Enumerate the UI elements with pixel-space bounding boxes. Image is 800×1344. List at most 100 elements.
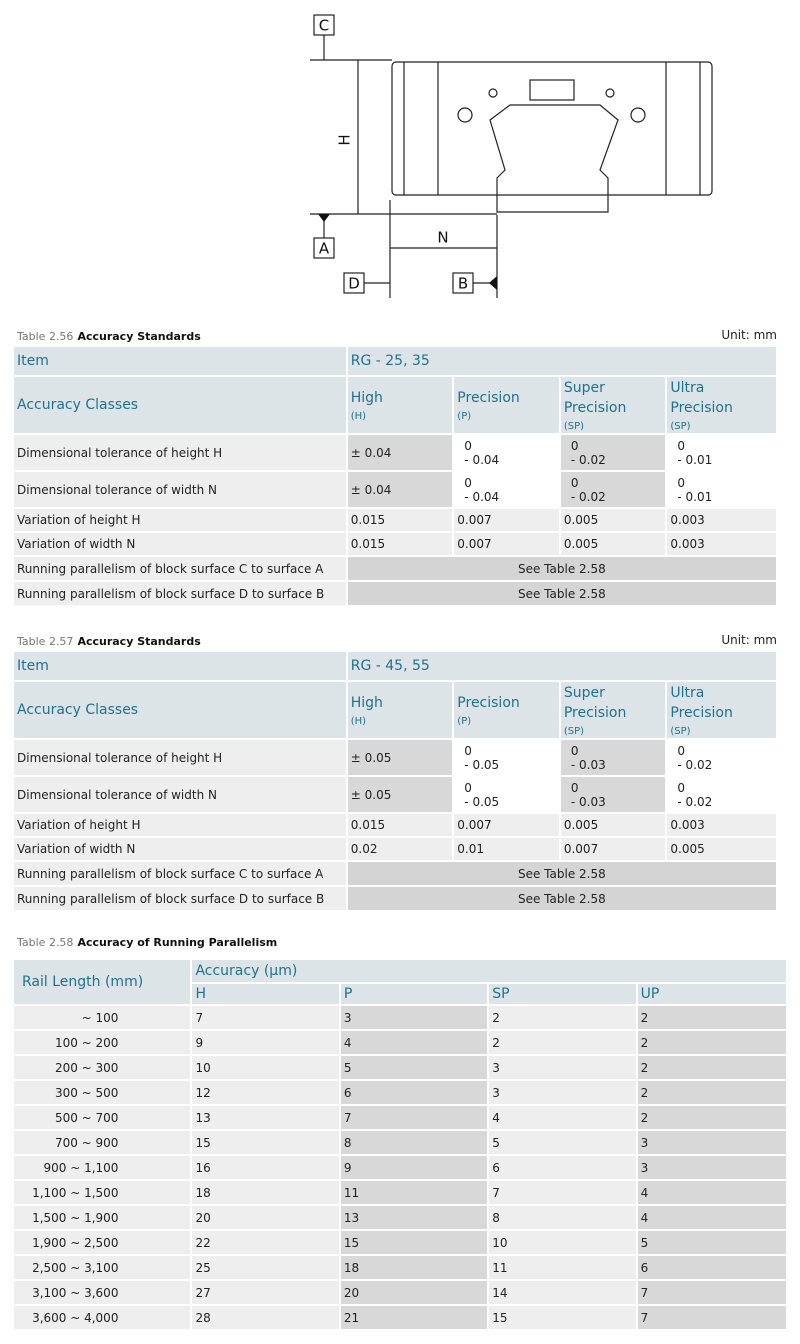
value-cell: 0- 0.05 bbox=[454, 740, 559, 775]
item-header: Item bbox=[14, 347, 346, 375]
value-line: 0 bbox=[464, 780, 472, 795]
row: 900 ~ 1,100 16 9 6 3 bbox=[14, 1156, 786, 1179]
accuracy-value: 15 bbox=[192, 1131, 339, 1154]
row-label: Variation of height H bbox=[14, 509, 346, 531]
value-line: - 0.05 bbox=[464, 794, 500, 809]
value-cell: 0.007 bbox=[560, 838, 666, 860]
class-name: Ultra bbox=[670, 685, 705, 701]
caption-number: Table 2.57 bbox=[17, 635, 74, 648]
block-outline bbox=[391, 61, 713, 196]
label-h: H bbox=[336, 134, 354, 145]
value-cell: 0.01 bbox=[454, 838, 559, 860]
accuracy-value: 7 bbox=[192, 1006, 339, 1029]
rail-length: 100 ~ 200 bbox=[14, 1031, 191, 1054]
accuracy-value: 18 bbox=[192, 1181, 339, 1204]
item-header: Item bbox=[14, 652, 346, 680]
value-line: 0 bbox=[464, 475, 472, 490]
accuracy-value: 8 bbox=[340, 1131, 488, 1154]
class-name: Precision bbox=[670, 400, 733, 416]
value-cell: 0.005 bbox=[667, 838, 776, 860]
unit: Unit: mm bbox=[721, 328, 777, 342]
label-b: B bbox=[458, 275, 468, 293]
row: Item RG - 25, 35 bbox=[14, 347, 776, 375]
row: Dimensional tolerance of width N ± 0.04 0-… bbox=[14, 472, 776, 507]
class-name: Precision bbox=[563, 705, 627, 721]
class-cell: Super Precision (SP) bbox=[560, 377, 666, 433]
value-line: 0 bbox=[677, 475, 686, 490]
value-cell: 0.005 bbox=[560, 533, 666, 555]
value-line: 0 bbox=[570, 438, 579, 453]
value-cell: 0- 0.01 bbox=[667, 435, 776, 470]
merged-cell: See Table 2.58 bbox=[347, 582, 776, 605]
accuracy-value: 2 bbox=[637, 1031, 786, 1054]
row: Running parallelism of block surface C t… bbox=[14, 557, 776, 580]
label-d: D bbox=[348, 275, 360, 293]
value-line: 0 bbox=[464, 743, 472, 758]
row: 300 ~ 500 12 6 3 2 bbox=[14, 1081, 786, 1104]
caption-title: Accuracy Standards bbox=[77, 635, 201, 648]
datum-mark bbox=[318, 214, 497, 290]
value-cell: 0- 0.05 bbox=[454, 777, 559, 812]
rail-length: 1,100 ~ 1,500 bbox=[14, 1181, 191, 1204]
row: 200 ~ 300 10 5 3 2 bbox=[14, 1056, 786, 1079]
value-cell: 0- 0.04 bbox=[454, 435, 559, 470]
value-cell: 0- 0.03 bbox=[560, 740, 666, 775]
accuracy-value: 5 bbox=[489, 1131, 636, 1154]
row-label: Running parallelism of block surface D t… bbox=[14, 887, 346, 910]
value-line: 0.007 bbox=[457, 513, 492, 527]
column-header: UP bbox=[637, 984, 786, 1004]
row-label: Dimensional tolerance of height H bbox=[14, 435, 346, 470]
accuracy-value: 28 bbox=[192, 1306, 339, 1329]
class-name: Precision bbox=[457, 695, 520, 711]
accuracy-value: 2 bbox=[489, 1006, 636, 1029]
class-code: (SP) bbox=[563, 421, 585, 432]
value-line: 0.02 bbox=[350, 842, 378, 856]
value-cell: ± 0.05 bbox=[347, 740, 453, 775]
value-line: - 0.02 bbox=[570, 452, 606, 467]
class-name: High bbox=[350, 695, 383, 711]
class-cell: Ultra Precision (SP) bbox=[667, 377, 776, 433]
value-line: 0.015 bbox=[350, 818, 386, 832]
grease-nipple bbox=[529, 79, 575, 101]
value-line: 0 bbox=[570, 743, 579, 758]
accuracy-value: 9 bbox=[192, 1031, 339, 1054]
rail-header: Rail Length (mm) bbox=[14, 960, 191, 1004]
value-line: 0.007 bbox=[563, 842, 599, 856]
screw bbox=[630, 107, 646, 123]
accuracy-value: 25 bbox=[192, 1256, 339, 1279]
rail bbox=[489, 104, 619, 213]
row-label: Dimensional tolerance of height H bbox=[14, 740, 346, 775]
hole bbox=[605, 88, 615, 98]
value-cell: 0.015 bbox=[347, 509, 453, 531]
accuracy-table: Item RG - 25, 35 Accuracy Classes High (H) Pr… bbox=[12, 345, 778, 607]
row: Variation of height H 0.015 0.007 0.005 0.00… bbox=[14, 814, 776, 836]
value-line: - 0.04 bbox=[464, 489, 500, 504]
row: Variation of width N 0.02 0.01 0.007 0.005 bbox=[14, 838, 776, 860]
class-code: (P) bbox=[457, 411, 472, 422]
row-label: Running parallelism of block surface C t… bbox=[14, 862, 346, 885]
value-line: 0.005 bbox=[563, 513, 599, 527]
value-line: 0 bbox=[464, 438, 472, 453]
value-line: - 0.03 bbox=[570, 794, 606, 809]
class-code: (SP) bbox=[670, 421, 691, 432]
value-line: ± 0.05 bbox=[350, 787, 392, 802]
accuracy-value: 16 bbox=[192, 1156, 339, 1179]
class-cell: Precision (P) bbox=[454, 377, 559, 433]
value-line: - 0.01 bbox=[677, 489, 713, 504]
class-name: High bbox=[350, 390, 383, 406]
value-line: 0.003 bbox=[670, 513, 705, 527]
accuracy-value: 5 bbox=[637, 1231, 786, 1254]
rail-length: 500 ~ 700 bbox=[14, 1106, 191, 1129]
rail-length: 900 ~ 1,100 bbox=[14, 1156, 191, 1179]
value-line: 0.005 bbox=[563, 818, 599, 832]
merged-cell: See Table 2.58 bbox=[347, 887, 776, 910]
label-box bbox=[313, 237, 335, 259]
value-cell: 0.003 bbox=[667, 509, 776, 531]
accuracy-value: 21 bbox=[340, 1306, 488, 1329]
class-code: (SP) bbox=[563, 726, 585, 737]
class-cell: Super Precision (SP) bbox=[560, 682, 666, 738]
rail-length: 2,500 ~ 3,100 bbox=[14, 1256, 191, 1279]
label-n: N bbox=[437, 229, 448, 247]
value-cell: 0- 0.02 bbox=[667, 740, 776, 775]
